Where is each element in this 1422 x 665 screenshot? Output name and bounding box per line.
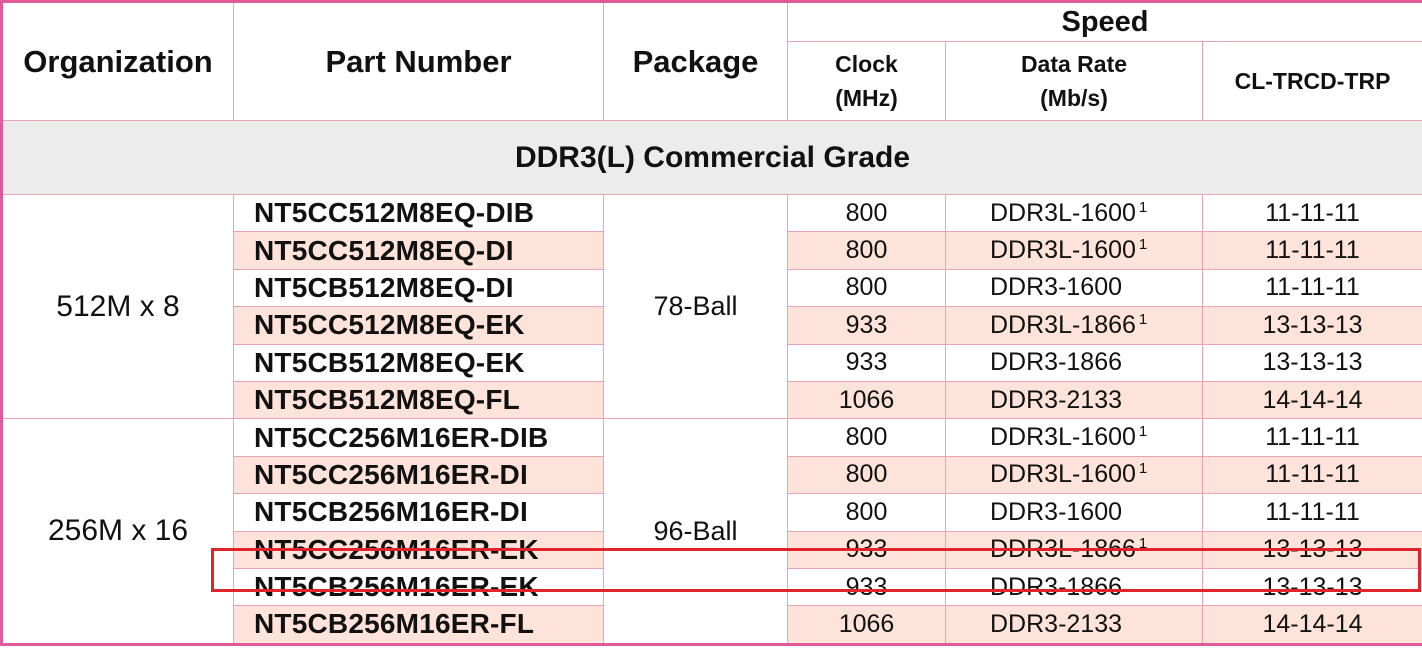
table-row: NT5CB512M8EQ-EK 933 DDR3-1866 13-13-13 bbox=[2, 343, 1422, 382]
part-number-cell: NT5CB512M8EQ-EK bbox=[233, 343, 604, 382]
data-rate-value: DDR3L-1600 bbox=[990, 460, 1136, 489]
data-rate-cell: DDR3L-1866 1 bbox=[945, 306, 1203, 345]
cl-trcd-trp-cell: 11-11-11 bbox=[1201, 493, 1422, 532]
data-rate-cell: DDR3-2133 bbox=[945, 380, 1203, 420]
data-rate-value: DDR3L-1600 bbox=[990, 198, 1136, 227]
clock-cell: 933 bbox=[787, 343, 946, 382]
data-rate-header-line2: (Mb/s) bbox=[1040, 85, 1108, 111]
table-row: NT5CB256M16ER-FL 1066 DDR3-2133 14-14-14 bbox=[2, 605, 1422, 645]
footnote-marker: 1 bbox=[1138, 535, 1148, 553]
clock-cell: 800 bbox=[787, 268, 946, 308]
cl-trcd-trp-cell: 13-13-13 bbox=[1201, 343, 1422, 382]
cl-trcd-trp-cell: 13-13-13 bbox=[1201, 567, 1422, 607]
footnote-marker: 1 bbox=[1138, 460, 1148, 478]
clock-cell: 800 bbox=[787, 493, 946, 532]
clock-header-line2: (MHz) bbox=[835, 85, 898, 111]
footnote-marker: 1 bbox=[1138, 423, 1148, 441]
part-number-cell: NT5CB256M16ER-FL bbox=[233, 605, 604, 645]
ddr3-part-table: Organization Part Number Package Speed C… bbox=[0, 0, 1422, 646]
part-number-cell: NT5CC512M8EQ-EK bbox=[233, 306, 604, 345]
clock-cell: 933 bbox=[787, 530, 946, 569]
clock-cell: 800 bbox=[787, 418, 946, 457]
data-rate-value: DDR3L-1866 bbox=[990, 535, 1136, 564]
table-row: NT5CB512M8EQ-FL 1066 DDR3-2133 14-14-14 bbox=[2, 380, 1422, 420]
data-rate-cell: DDR3L-1866 1 bbox=[945, 530, 1203, 569]
data-rate-value: DDR3L-1600 bbox=[990, 236, 1136, 265]
clock-header: Clock (MHz) bbox=[787, 41, 946, 121]
data-rate-value: DDR3L-1600 bbox=[990, 423, 1136, 452]
grade-title: DDR3(L) Commercial Grade bbox=[0, 120, 1422, 195]
cl-trcd-trp-cell: 13-13-13 bbox=[1201, 306, 1422, 345]
data-rate-value: DDR3-2133 bbox=[990, 609, 1123, 638]
part-number-header: Part Number bbox=[233, 1, 604, 121]
part-number-cell: NT5CB512M8EQ-FL bbox=[233, 380, 604, 420]
package-cell: 78-Ball bbox=[603, 193, 788, 420]
data-rate-value: DDR3-1866 bbox=[990, 572, 1123, 601]
part-number-cell: NT5CB512M8EQ-DI bbox=[233, 268, 604, 308]
data-rate-cell: DDR3-1600 bbox=[945, 493, 1203, 532]
grade-row: DDR3(L) Commercial Grade bbox=[0, 120, 1422, 195]
table-row: NT5CB256M16ER-DI 800 DDR3-1600 11-11-11 bbox=[2, 493, 1422, 532]
clock-cell: 1066 bbox=[787, 605, 946, 645]
part-number-cell: NT5CC256M16ER-DIB bbox=[233, 418, 604, 457]
data-rate-value: DDR3L-1866 bbox=[990, 310, 1136, 339]
cl-trcd-trp-cell: 11-11-11 bbox=[1201, 193, 1422, 233]
data-rate-cell: DDR3L-1600 1 bbox=[945, 193, 1203, 233]
data-rate-cell: DDR3L-1600 1 bbox=[945, 231, 1203, 270]
footnote-marker: 1 bbox=[1138, 198, 1148, 216]
data-rate-header: Data Rate (Mb/s) bbox=[945, 41, 1203, 121]
data-rate-cell: DDR3L-1600 1 bbox=[945, 418, 1203, 457]
cl-trcd-trp-cell: 11-11-11 bbox=[1201, 455, 1422, 495]
data-rate-value: DDR3-2133 bbox=[990, 385, 1123, 414]
table-row: NT5CC512M8EQ-DI 800 DDR3L-1600 1 11-11-11 bbox=[2, 231, 1422, 270]
part-number-cell: NT5CC512M8EQ-DIB bbox=[233, 193, 604, 233]
clock-cell: 800 bbox=[787, 231, 946, 270]
data-rate-cell: DDR3-2133 bbox=[945, 605, 1203, 645]
data-rate-value: DDR3-1866 bbox=[990, 348, 1123, 377]
data-rate-header-line1: Data Rate bbox=[1020, 51, 1128, 77]
part-number-cell: NT5CC256M16ER-EK bbox=[233, 530, 604, 569]
cl-trcd-trp-cell: 11-11-11 bbox=[1201, 231, 1422, 270]
cl-trcd-trp-cell: 11-11-11 bbox=[1201, 268, 1422, 308]
part-number-cell: NT5CC512M8EQ-DI bbox=[233, 231, 604, 270]
data-rate-cell: DDR3-1866 bbox=[945, 343, 1203, 382]
cl-trcd-trp-cell: 14-14-14 bbox=[1201, 380, 1422, 420]
part-number-cell: NT5CB256M16ER-EK bbox=[233, 567, 604, 607]
package-header: Package bbox=[603, 1, 788, 121]
table-row: 512M x 8 NT5CC512M8EQ-DIB 78-Ball 800 DDR3L-… bbox=[1, 193, 1422, 420]
organization-cell: 512M x 8 bbox=[1, 193, 234, 420]
cl-trcd-trp-cell: 13-13-13 bbox=[1201, 530, 1422, 569]
cl-trcd-trp-cell: 14-14-14 bbox=[1201, 605, 1422, 645]
package-cell: 96-Ball bbox=[603, 418, 788, 645]
table-row: NT5CC512M8EQ-EK 933 DDR3L-1866 1 13-13-13 bbox=[2, 306, 1422, 345]
clock-cell: 800 bbox=[787, 455, 946, 495]
organization-header: Organization bbox=[1, 1, 234, 121]
table-row: NT5CB256M16ER-EK 933 DDR3-1866 13-13-13 bbox=[2, 567, 1422, 607]
data-rate-value: DDR3-1600 bbox=[990, 273, 1123, 302]
header-row: Organization Part Number Package Speed bbox=[1, 1, 1422, 121]
cl-trcd-trp-cell: 11-11-11 bbox=[1201, 418, 1422, 457]
table-row: NT5CC256M16ER-DI 800 DDR3L-1600 1 11-11-11 bbox=[2, 455, 1422, 495]
table-row: NT5CB512M8EQ-DI 800 DDR3-1600 11-11-11 bbox=[2, 268, 1422, 308]
clock-cell: 800 bbox=[787, 193, 946, 233]
part-number-cell: NT5CB256M16ER-DI bbox=[233, 493, 604, 532]
data-rate-cell: DDR3-1600 bbox=[945, 268, 1203, 308]
clock-cell: 1066 bbox=[787, 380, 946, 420]
table-row: 256M x 16 NT5CC256M16ER-DIB 96-Ball 800 DDR3… bbox=[1, 418, 1422, 645]
footnote-marker: 1 bbox=[1138, 236, 1148, 254]
data-rate-value: DDR3-1600 bbox=[990, 497, 1123, 526]
data-rate-cell: DDR3-1866 bbox=[945, 567, 1203, 607]
footnote-marker: 1 bbox=[1138, 310, 1148, 328]
part-number-cell: NT5CC256M16ER-DI bbox=[233, 455, 604, 495]
organization-cell: 256M x 16 bbox=[1, 418, 234, 645]
clock-header-line1: Clock bbox=[835, 51, 898, 77]
cl-trcd-trp-header: CL-TRCD-TRP bbox=[1201, 41, 1422, 121]
data-rate-cell: DDR3L-1600 1 bbox=[945, 455, 1203, 495]
clock-cell: 933 bbox=[787, 306, 946, 345]
speed-header: Speed bbox=[786, 1, 1422, 42]
clock-cell: 933 bbox=[787, 567, 946, 607]
